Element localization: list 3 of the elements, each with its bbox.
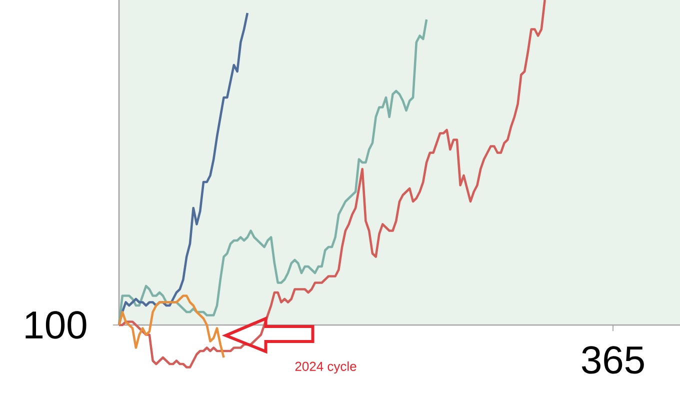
- text: 100: [26, 311, 86, 339]
- text: 2024 cycle: [295, 361, 356, 374]
- annotation: 365: [582, 346, 644, 374]
